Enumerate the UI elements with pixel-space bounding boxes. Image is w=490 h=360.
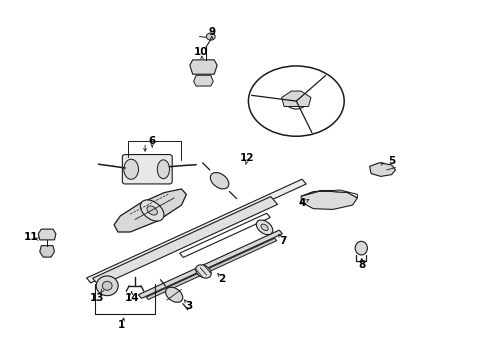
Text: 5: 5	[388, 156, 395, 166]
Polygon shape	[301, 190, 357, 198]
Polygon shape	[40, 246, 54, 257]
Polygon shape	[301, 191, 357, 210]
Polygon shape	[114, 189, 186, 232]
Ellipse shape	[196, 265, 211, 278]
Text: 8: 8	[359, 260, 366, 270]
FancyBboxPatch shape	[122, 154, 172, 184]
Text: 2: 2	[218, 274, 225, 284]
Polygon shape	[190, 60, 217, 74]
Text: 3: 3	[185, 301, 193, 311]
Polygon shape	[38, 229, 56, 240]
Text: 13: 13	[90, 293, 105, 303]
Ellipse shape	[102, 281, 112, 290]
Text: 1: 1	[118, 320, 125, 330]
Text: 4: 4	[299, 198, 306, 208]
Ellipse shape	[256, 220, 273, 235]
Text: 11: 11	[24, 232, 38, 242]
Polygon shape	[146, 238, 277, 300]
Text: 7: 7	[279, 236, 286, 246]
Text: 14: 14	[124, 293, 139, 303]
Polygon shape	[282, 91, 311, 107]
Text: 6: 6	[148, 136, 156, 146]
Ellipse shape	[210, 172, 229, 189]
Text: 9: 9	[208, 27, 215, 37]
Ellipse shape	[96, 276, 118, 296]
Polygon shape	[138, 230, 282, 298]
Ellipse shape	[166, 287, 183, 302]
Ellipse shape	[124, 159, 139, 179]
Ellipse shape	[140, 200, 164, 221]
Text: 10: 10	[194, 47, 208, 57]
Text: 12: 12	[240, 153, 255, 163]
Ellipse shape	[206, 33, 215, 40]
Polygon shape	[87, 179, 306, 283]
Polygon shape	[93, 197, 277, 286]
Ellipse shape	[147, 206, 157, 215]
Polygon shape	[369, 163, 395, 176]
Ellipse shape	[355, 241, 368, 255]
Ellipse shape	[261, 224, 268, 231]
Polygon shape	[194, 75, 213, 86]
Ellipse shape	[157, 160, 170, 179]
